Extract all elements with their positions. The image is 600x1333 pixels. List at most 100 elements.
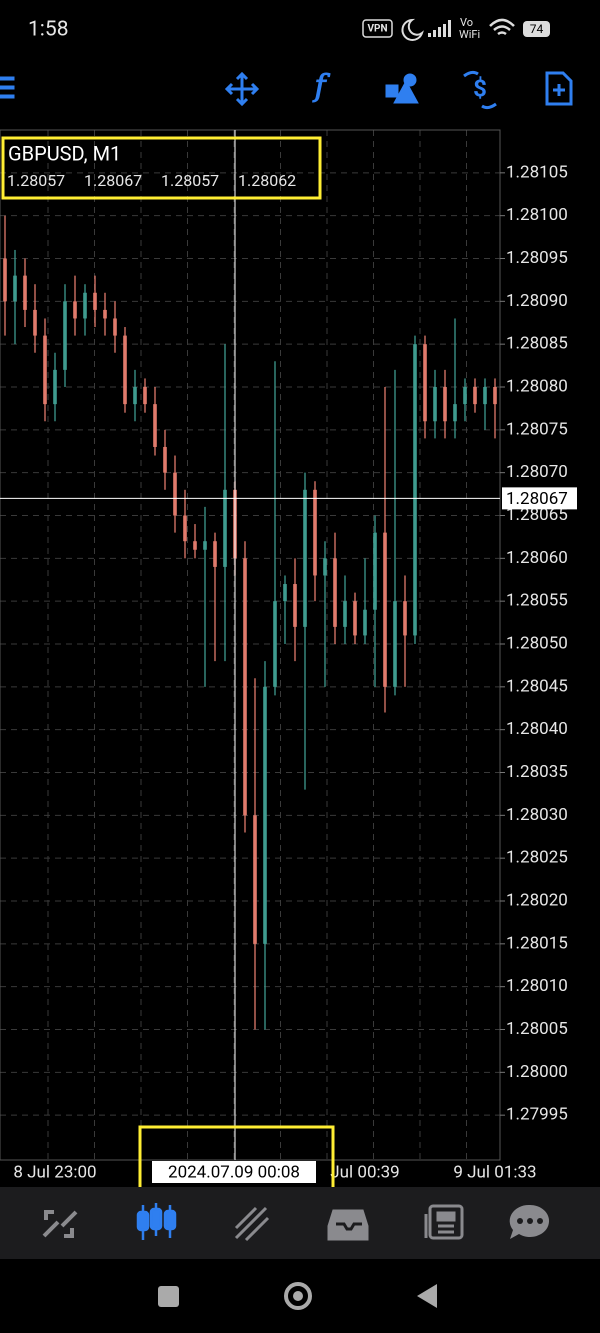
objects-button[interactable] [385,73,419,104]
candle-body [263,686,267,944]
candle-body [363,609,367,636]
candle-body [173,472,177,516]
candle-body [103,309,107,319]
new-order-button[interactable] [545,71,573,106]
price-label-box [502,487,577,510]
trade-tab[interactable] [234,1206,270,1242]
y-tick-label: 1.28065 [506,505,568,525]
dnd-icon [401,18,424,41]
y-tick-label: 1.28085 [506,334,568,354]
candle-body [13,275,17,302]
y-tick-label: 1.28015 [506,933,568,953]
candle-body [133,387,137,405]
y-tick-label: 1.28040 [506,719,568,739]
chart-tab[interactable] [136,1203,177,1240]
y-tick-label: 1.28095 [506,248,568,268]
candle-body [253,815,257,944]
candle-body [403,601,407,636]
wifi-icon [489,18,515,36]
x-tick-label: 9 Jul 01:33 [453,1162,536,1182]
ohlc-value: 1.28067 [84,171,142,190]
y-tick-label: 1.28050 [506,633,568,653]
crosshair-time-box [152,1161,316,1183]
crosshair-price: 1.28067 [506,489,568,509]
toolbar: f $ [0,69,573,110]
signal-icon [428,20,451,37]
ohlc-value: 1.28062 [238,171,296,190]
candle-body [143,387,147,405]
candle-body [303,489,307,627]
indicators-button[interactable]: f [312,69,331,105]
candle-body [453,404,457,422]
candle-body [63,301,67,370]
candle-body [333,558,337,627]
y-tick-label: 1.28060 [506,548,568,568]
ohlc-values: 1.28057 1.28067 1.28057 1.28062 [7,171,296,190]
y-tick-label: 1.28080 [506,376,568,396]
vpn-icon [362,19,393,38]
candle-body [33,309,37,336]
y-tick-label: 1.28035 [506,762,568,782]
menu-button[interactable] [0,76,15,99]
candle-body [433,387,437,422]
candle-body [423,344,427,422]
ohlc-value: 1.28057 [7,171,65,190]
volte-label: Vo [460,16,473,29]
candle-body [193,541,197,550]
candle-body [43,335,47,405]
candles [3,215,497,1030]
clock: 1:58 [28,18,69,42]
y-tick-label: 1.28005 [506,1019,568,1039]
y-tick-label: 1.28090 [506,291,568,311]
y-tick-label: 1.28030 [506,805,568,825]
wifi-label: WiFi [459,28,480,41]
candle-body [223,489,227,567]
candle-body [113,318,117,336]
candle-body [83,292,87,319]
price-axis: 1.28105 1.28100 1.28095 1.28090 1.28085 1.280… [500,162,568,1125]
y-tick-label: 1.28105 [506,162,568,182]
candle-body [93,292,97,310]
symbol-label: GBPUSD, M1 [8,141,121,165]
news-tab[interactable] [424,1204,464,1240]
candle-body [73,301,77,319]
quotes-tab[interactable] [42,1210,78,1238]
trade-button[interactable]: $ [463,70,497,110]
highlight-box [1,136,322,200]
candle-body [123,335,127,405]
battery-level: 74 [530,22,544,36]
time-axis: 8 Jul 23:00 Jul 00:39 9 Jul 01:33 [13,1162,536,1182]
candle-body [353,601,357,636]
x-tick-label: Jul 00:39 [330,1162,399,1182]
candle-body [183,515,187,542]
candle-body [53,369,57,405]
back-button[interactable] [417,1284,437,1308]
y-tick-label: 1.28075 [506,419,568,439]
candle-body [273,601,277,687]
candle-body [323,558,327,576]
y-tick-label: 1.28000 [506,1062,568,1082]
y-tick-label: 1.28100 [506,205,568,225]
home-button[interactable] [284,1282,312,1310]
vpn-label: VPN [367,24,387,35]
y-tick-label: 1.28055 [506,591,568,611]
crosshair-button[interactable] [224,71,260,107]
grid [0,130,500,1160]
candle-body [343,601,347,627]
recents-button[interactable] [158,1286,179,1307]
candle-body [213,541,217,567]
nav-icons [42,1203,550,1242]
candle-body [493,387,497,405]
candle-body [413,344,417,636]
history-tab[interactable] [327,1209,369,1241]
candle-body [443,387,447,422]
candle-body [23,275,27,310]
chat-tab[interactable] [509,1204,550,1239]
candle-body [473,387,477,405]
candle-body [463,387,467,405]
crosshair-time: 2024.07.09 00:08 [168,1162,300,1182]
chart-frame [0,129,501,1161]
y-tick-label: 1.28045 [506,676,568,696]
